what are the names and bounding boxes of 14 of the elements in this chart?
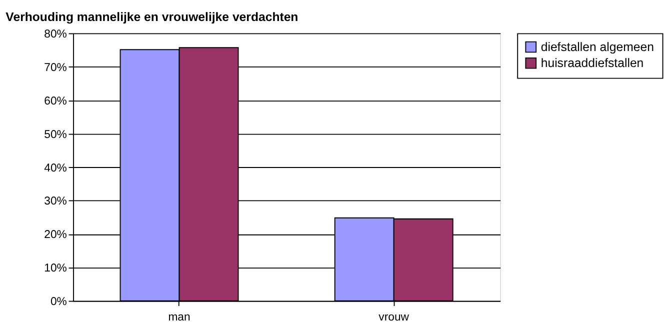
y-tick-label: 10% (44, 262, 67, 275)
y-tick-label: 0% (50, 296, 67, 308)
x-tick-label: vrouw (378, 311, 410, 322)
y-tick-label: 30% (44, 196, 67, 208)
chart-title: Verhouding mannelijke en vrouwelijke verdachten (6, 10, 298, 24)
legend-label: huisraaddiefstallen (540, 56, 644, 70)
y-tick-label: 50% (44, 128, 67, 141)
y-tick-label: 20% (44, 229, 67, 242)
x-tick-label: man (168, 311, 190, 322)
legend-label: diefstallen algemeen (540, 40, 654, 54)
y-tick-label: 40% (44, 162, 67, 174)
y-tick-label: 70% (44, 62, 67, 74)
y-tick-label: 60% (44, 95, 67, 108)
y-tick-label: 80% (44, 28, 67, 41)
